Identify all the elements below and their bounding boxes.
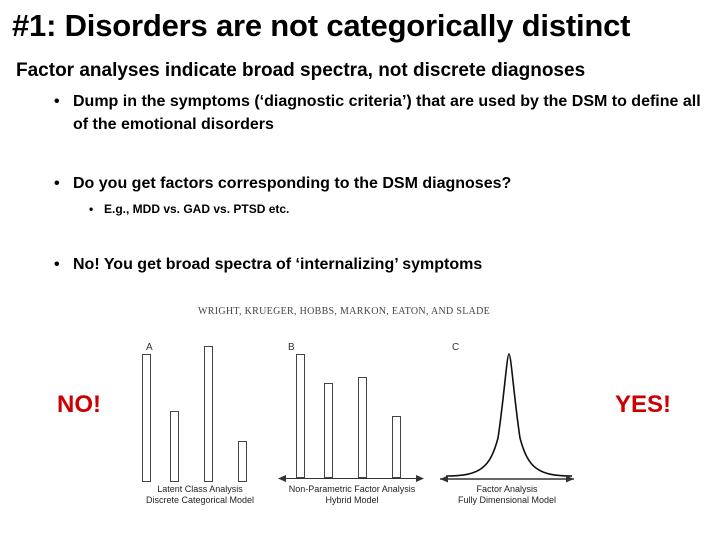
bullet-dot: • (54, 93, 60, 110)
panel-b-bar (324, 383, 333, 478)
panel-b-letter: B (288, 342, 295, 353)
panel-a-letter: A (146, 342, 153, 353)
panel-b-caption-method: Non-Parametric Factor Analysis (288, 484, 416, 494)
panel-c-normal-curve (440, 353, 574, 483)
bullet-text: Do you get factors corresponding to the … (73, 175, 512, 192)
panel-b-bar (296, 354, 305, 478)
bullet-text: Dump in the symptoms (‘diagnostic criter… (73, 93, 701, 133)
panel-a-bar (238, 441, 247, 482)
bullet-item: • Do you get factors corresponding to th… (54, 172, 703, 195)
panel-a-bar (170, 411, 179, 482)
no-label: NO! (57, 391, 101, 418)
panel-b-bar (392, 416, 401, 478)
panel-c-caption: Factor Analysis Fully Dimensional Model (440, 484, 574, 506)
panel-c-caption-model: Fully Dimensional Model (457, 495, 557, 505)
panel-b-bar (358, 377, 367, 478)
bullet-dot: • (54, 175, 60, 192)
bullet-text: E.g., MDD vs. GAD vs. PTSD etc. (104, 202, 290, 216)
panel-b-axis (280, 478, 422, 479)
bullet-text: No! You get broad spectra of ‘internaliz… (73, 256, 483, 273)
bullet-dot: • (54, 256, 60, 273)
panel-a-bar (142, 354, 151, 482)
panel-a-caption-method: Latent Class Analysis (157, 484, 243, 494)
panel-c-letter: C (452, 342, 460, 353)
bullet-dot: • (89, 202, 94, 216)
panel-a-bar (204, 346, 213, 482)
panel-b-axis-arrows (278, 475, 424, 482)
slide-subtitle: Factor analyses indicate broad spectra, … (16, 60, 586, 81)
bullet-item: • Dump in the symptoms (‘diagnostic crit… (54, 90, 703, 136)
bullet-item: • No! You get broad spectra of ‘internal… (54, 253, 703, 276)
model-comparison-figure: WRIGHT, KRUEGER, HOBBS, MARKON, EATON, A… (130, 298, 580, 518)
panel-b-caption-model: Hybrid Model (325, 495, 379, 505)
panel-c-caption-method: Factor Analysis (476, 484, 538, 494)
panel-b-caption: Non-Parametric Factor Analysis Hybrid Mo… (278, 484, 426, 506)
panel-a-caption: Latent Class Analysis Discrete Categoric… (135, 484, 265, 506)
yes-label: YES! (615, 391, 672, 418)
panel-a-caption-model: Discrete Categorical Model (145, 495, 255, 505)
sub-bullet-item: • E.g., MDD vs. GAD vs. PTSD etc. (89, 198, 604, 221)
figure-header: WRIGHT, KRUEGER, HOBBS, MARKON, EATON, A… (198, 306, 491, 317)
slide-title: #1: Disorders are not categorically dist… (12, 8, 631, 43)
